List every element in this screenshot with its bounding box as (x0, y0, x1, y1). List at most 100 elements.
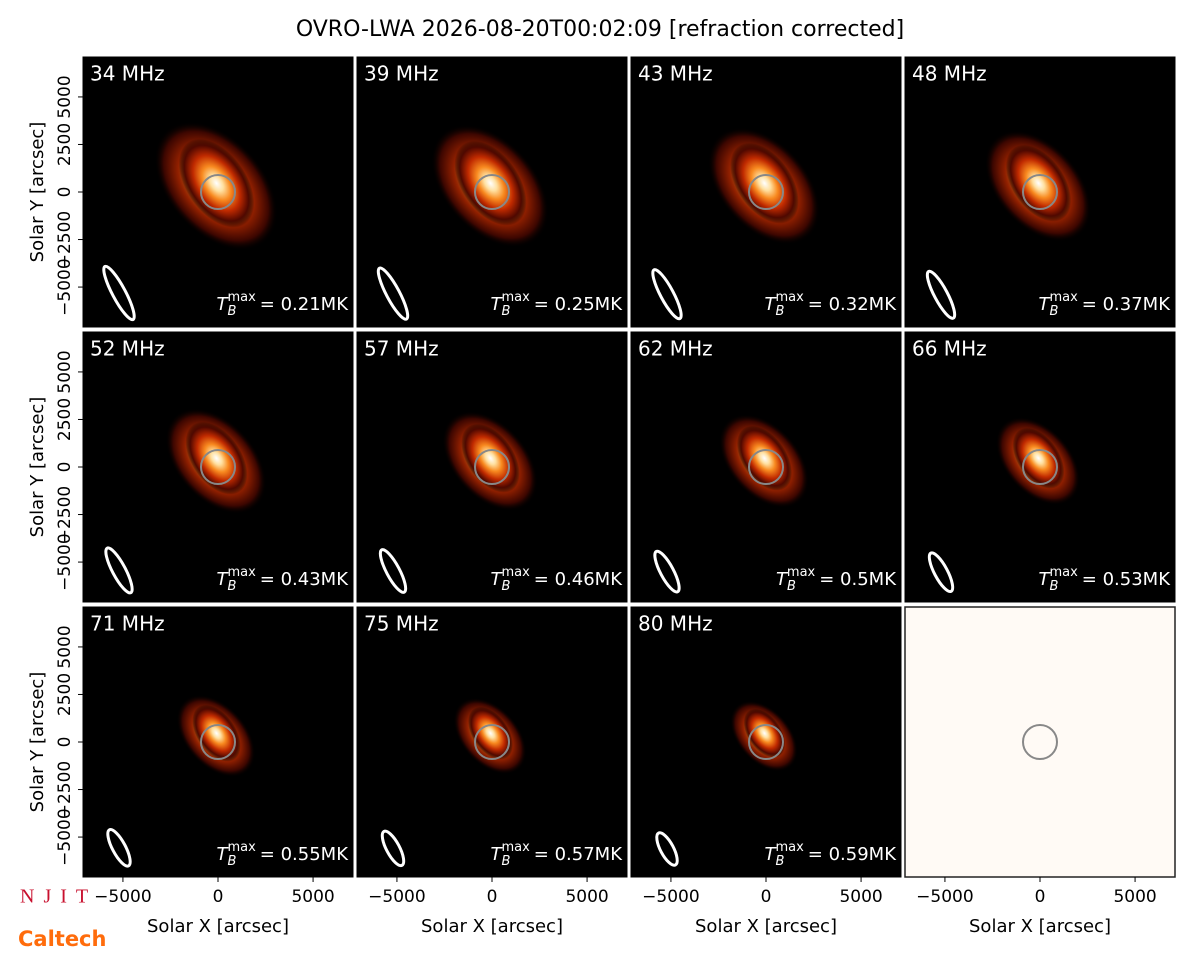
solar-disk (474, 724, 510, 760)
tb-max-label: TBmax = 0.57MK (491, 840, 624, 869)
y-tick-label: 0 (55, 737, 75, 748)
solar-disk (474, 174, 510, 210)
tb-symbol: T (1039, 294, 1052, 315)
tb-symbol: T (491, 294, 504, 315)
emission-core (730, 142, 799, 224)
emission-core (468, 706, 513, 760)
beam (655, 831, 679, 867)
tb-superscript: max (1049, 290, 1078, 305)
tb-subscript: B (502, 579, 511, 594)
tb-symbol: T (765, 844, 778, 865)
tb-symbol: T (776, 569, 789, 590)
tb-value: = 0.59MK (808, 844, 897, 865)
tb-symbol: T (491, 844, 504, 865)
emission-core (454, 140, 527, 226)
y-tick-label: 0 (55, 187, 75, 198)
solar-disk (748, 449, 784, 485)
tb-value: = 0.5MK (819, 569, 897, 590)
x-tick-label: 5000 (565, 887, 608, 907)
panel: 57 MHz TBmax = 0.46MK (356, 331, 628, 603)
panel-frame (904, 56, 1176, 328)
y-axis-label: Solar Y [arcsec] (27, 397, 48, 538)
solar-disk (200, 724, 236, 760)
figure-title: OVRO-LWA 2026-08-20T00:02:09 [refraction… (296, 17, 904, 42)
x-tick-label: 5000 (291, 887, 334, 907)
empty-panel (904, 606, 1176, 878)
tb-superscript: max (501, 565, 530, 580)
tb-symbol: T (491, 569, 504, 590)
frequency-label: 57 MHz (364, 337, 439, 361)
tb-superscript: max (775, 840, 804, 855)
frequency-label: 80 MHz (638, 612, 713, 636)
emission-core (192, 704, 241, 762)
panel-frame (904, 331, 1176, 603)
frequency-label: 48 MHz (912, 62, 987, 86)
x-tick-label: −5000 (368, 887, 426, 907)
panel-frame (356, 56, 628, 328)
beam (651, 268, 683, 321)
tb-max-label: TBmax = 0.55MK (217, 840, 350, 869)
beam (106, 828, 132, 868)
panel-frame (630, 331, 902, 603)
x-axis-label: Solar X [arcsec] (421, 916, 563, 937)
y-tick-label: 5000 (55, 75, 75, 118)
x-tick-label: −5000 (916, 887, 974, 907)
frequency-label: 66 MHz (912, 337, 987, 361)
panel: 34 MHz TBmax = 0.21MK −5000−2500 0 2500 5000 So… (27, 56, 354, 328)
solar-disk (1022, 174, 1058, 210)
x-axis-label: Solar X [arcsec] (695, 916, 837, 937)
beam (653, 549, 681, 594)
tb-value: = 0.53MK (1082, 569, 1171, 590)
tb-max-label: TBmax = 0.32MK (765, 290, 898, 319)
tb-symbol: T (217, 294, 230, 315)
tb-max-label: TBmax = 0.53MK (1039, 565, 1172, 594)
frequency-label: 39 MHz (364, 62, 439, 86)
tb-value: = 0.37MK (1082, 294, 1171, 315)
x-tick-label: 0 (487, 887, 498, 907)
tb-subscript: B (776, 304, 785, 319)
tb-superscript: max (501, 290, 530, 305)
tb-subscript: B (776, 854, 785, 869)
tb-superscript: max (227, 840, 256, 855)
tb-value: = 0.21MK (260, 294, 349, 315)
tb-superscript: max (227, 565, 256, 580)
tb-value: = 0.25MK (534, 294, 623, 315)
tb-max-label: TBmax = 0.43MK (217, 565, 350, 594)
beam (376, 266, 410, 321)
emission-core (461, 423, 520, 493)
x-tick-label: 0 (213, 887, 224, 907)
y-tick-label: 0 (55, 462, 75, 473)
emission-core (178, 138, 255, 228)
beam (102, 264, 136, 322)
y-tick-label: −5000 (55, 808, 75, 866)
y-tick-label: −2500 (55, 486, 75, 544)
solar-disk (200, 449, 236, 485)
panel-frame (356, 331, 628, 603)
tb-symbol: T (765, 294, 778, 315)
panel: 43 MHz TBmax = 0.32MK (630, 56, 902, 328)
y-tick-label: −5000 (55, 533, 75, 591)
tb-value: = 0.46MK (534, 569, 623, 590)
x-tick-label: −5000 (94, 887, 152, 907)
y-tick-label: −2500 (55, 761, 75, 819)
beam (380, 829, 406, 868)
solar-disk (748, 724, 784, 760)
panel: 48 MHz TBmax = 0.37MK (904, 56, 1176, 328)
y-tick-label: −5000 (55, 258, 75, 316)
x-tick-label: 5000 (839, 887, 882, 907)
tb-value: = 0.57MK (534, 844, 623, 865)
tb-subscript: B (1050, 304, 1059, 319)
solar-disk (1022, 724, 1058, 760)
x-tick-label: −5000 (642, 887, 700, 907)
y-tick-label: 5000 (55, 625, 75, 668)
emission-core (743, 708, 786, 758)
tb-subscript: B (228, 854, 237, 869)
tb-superscript: max (501, 840, 530, 855)
tb-max-label: TBmax = 0.25MK (491, 290, 624, 319)
frequency-label: 62 MHz (638, 337, 713, 361)
tb-superscript: max (787, 565, 816, 580)
panel-frame (630, 56, 902, 328)
frequency-label: 52 MHz (90, 337, 165, 361)
